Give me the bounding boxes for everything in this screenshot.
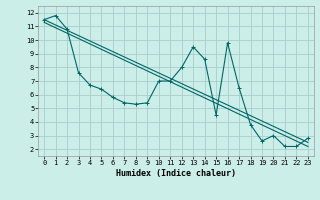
X-axis label: Humidex (Indice chaleur): Humidex (Indice chaleur) (116, 169, 236, 178)
